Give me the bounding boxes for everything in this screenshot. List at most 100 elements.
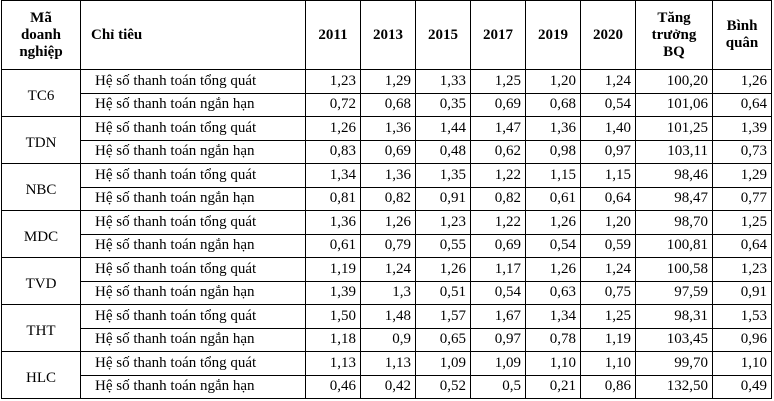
- table-row: MDC Hệ số thanh toán tổng quát 1,36 1,26 1,2…: [1, 210, 772, 258]
- value-cell: 1,13: [305, 351, 361, 376]
- value-cell: 1,09: [415, 351, 471, 376]
- value-cell: 0,81: [305, 186, 361, 211]
- indicator-label: Hệ số thanh toán ngắn hạn: [80, 233, 306, 258]
- value-cell: 0,68: [360, 92, 416, 117]
- table-row: TC6 Hệ số thanh toán tổng quát 1,23 1,29 1,3…: [1, 69, 772, 117]
- value-cell: 0,65: [415, 327, 471, 352]
- value-cell: 1,13: [360, 351, 416, 376]
- value-cell: 0,5: [470, 374, 526, 399]
- value-cell: 1,23: [712, 257, 772, 282]
- indicator-label: Hệ số thanh toán tổng quát: [80, 351, 306, 376]
- value-cell: 98,31: [635, 304, 713, 329]
- value-cell: 0,97: [470, 327, 526, 352]
- value-cell: 1,34: [525, 304, 581, 329]
- table-row: HLC Hệ số thanh toán tổng quát 1,13 1,13 1,0…: [1, 351, 772, 399]
- indicator-label: Hệ số thanh toán ngắn hạn: [80, 139, 306, 164]
- value-cell: 0,78: [525, 327, 581, 352]
- value-cell: 1,48: [360, 304, 416, 329]
- value-cell: 0,64: [712, 233, 772, 258]
- value-cell: 1,29: [712, 163, 772, 188]
- value-cell: 1,26: [712, 69, 772, 94]
- value-cell: 0,98: [525, 139, 581, 164]
- value-cell: 99,70: [635, 351, 713, 376]
- header-row: Mã doanh nghiệp Chỉ tiêu 2011 2013 2015 2017 2…: [1, 0, 772, 70]
- value-cell: 1,35: [415, 163, 471, 188]
- value-cell: 1,25: [712, 210, 772, 235]
- value-cell: 1,34: [305, 163, 361, 188]
- value-cell: 0,97: [580, 139, 636, 164]
- value-cell: 98,47: [635, 186, 713, 211]
- value-cell: 98,70: [635, 210, 713, 235]
- value-cell: 0,82: [470, 186, 526, 211]
- value-cell: 0,63: [525, 280, 581, 305]
- company-code: MDC: [1, 210, 81, 258]
- value-cell: 0,69: [360, 139, 416, 164]
- indicator-label: Hệ số thanh toán tổng quát: [80, 210, 306, 235]
- value-cell: 1,18: [305, 327, 361, 352]
- table-row: Hệ số thanh toán ngắn hạn 0,81 0,82 0,91 0,8…: [2, 186, 772, 211]
- value-cell: 0,86: [580, 374, 636, 399]
- value-cell: 0,61: [305, 233, 361, 258]
- indicator-label: Hệ số thanh toán ngắn hạn: [80, 327, 306, 352]
- value-cell: 0,21: [525, 374, 581, 399]
- value-cell: 0,82: [360, 186, 416, 211]
- value-cell: 1,10: [525, 351, 581, 376]
- company-code: TC6: [1, 69, 81, 117]
- table-row: THT Hệ số thanh toán tổng quát 1,50 1,48 1,5…: [1, 304, 772, 352]
- value-cell: 1,36: [360, 163, 416, 188]
- value-cell: 1,40: [580, 116, 636, 141]
- value-cell: 101,25: [635, 116, 713, 141]
- value-cell: 1,17: [470, 257, 526, 282]
- value-cell: 1,20: [525, 69, 581, 94]
- indicator-label: Hệ số thanh toán tổng quát: [80, 163, 306, 188]
- value-cell: 0,72: [305, 92, 361, 117]
- value-cell: 0,61: [525, 186, 581, 211]
- value-cell: 0,68: [525, 92, 581, 117]
- value-cell: 0,62: [470, 139, 526, 164]
- company-code: HLC: [1, 351, 81, 399]
- company-code: THT: [1, 304, 81, 352]
- value-cell: 1,3: [360, 280, 416, 305]
- company-code: TVD: [1, 257, 81, 305]
- value-cell: 1,23: [305, 69, 361, 94]
- table-row: TDN Hệ số thanh toán tổng quát 1,26 1,36 1,4…: [1, 116, 772, 164]
- value-cell: 1,29: [360, 69, 416, 94]
- value-cell: 1,23: [415, 210, 471, 235]
- value-cell: 1,26: [360, 210, 416, 235]
- table-row: Hệ số thanh toán ngắn hạn 0,72 0,68 0,35 0,6…: [2, 92, 772, 117]
- value-cell: 0,48: [415, 139, 471, 164]
- table-row: Hệ số thanh toán ngắn hạn 0,83 0,69 0,48 0,6…: [2, 139, 772, 164]
- value-cell: 0,79: [360, 233, 416, 258]
- value-cell: 101,06: [635, 92, 713, 117]
- company-code: TDN: [1, 116, 81, 164]
- value-cell: 0,9: [360, 327, 416, 352]
- table-row: NBC Hệ số thanh toán tổng quát 1,34 1,36 1,3…: [1, 163, 772, 211]
- value-cell: 0,91: [712, 280, 772, 305]
- indicator-label: Hệ số thanh toán tổng quát: [80, 304, 306, 329]
- table-row: TVD Hệ số thanh toán tổng quát 1,19 1,24 1,2…: [1, 257, 772, 305]
- value-cell: 0,49: [712, 374, 772, 399]
- table-row: Hệ số thanh toán ngắn hạn 0,46 0,42 0,52 0,5…: [2, 374, 772, 399]
- header-text: Tăng trưởng BQ: [651, 9, 697, 60]
- value-cell: 0,69: [470, 233, 526, 258]
- value-cell: 1,33: [415, 69, 471, 94]
- value-cell: 0,73: [712, 139, 772, 164]
- value-cell: 1,22: [470, 210, 526, 235]
- value-cell: 0,54: [470, 280, 526, 305]
- table-row: Hệ số thanh toán ngắn hạn 1,18 0,9 0,65 0,97…: [2, 327, 772, 352]
- value-cell: 1,19: [305, 257, 361, 282]
- value-cell: 0,51: [415, 280, 471, 305]
- value-cell: 1,15: [580, 163, 636, 188]
- value-cell: 1,09: [470, 351, 526, 376]
- value-cell: 1,47: [470, 116, 526, 141]
- value-cell: 1,36: [360, 116, 416, 141]
- value-cell: 1,44: [415, 116, 471, 141]
- header-cell: 2015: [415, 0, 471, 70]
- header-text: Mã doanh nghiệp: [19, 9, 63, 60]
- value-cell: 0,59: [580, 233, 636, 258]
- header-cell: 2020: [580, 0, 636, 70]
- value-cell: 100,58: [635, 257, 713, 282]
- value-cell: 0,54: [580, 92, 636, 117]
- value-cell: 100,20: [635, 69, 713, 94]
- value-cell: 0,91: [415, 186, 471, 211]
